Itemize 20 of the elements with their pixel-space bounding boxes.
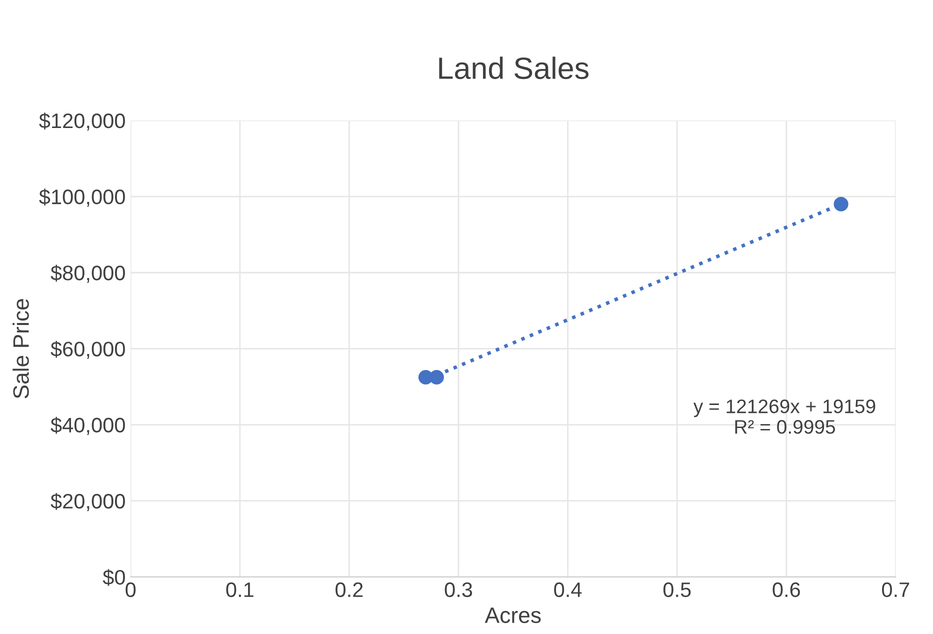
x-tick-label: 0.1 — [226, 582, 254, 598]
y-tick-label: $20,000 — [50, 492, 125, 512]
y-axis-title: Sale Price — [12, 299, 29, 398]
y-tick-label: $0 — [102, 569, 125, 586]
y-tick-label: $60,000 — [50, 340, 125, 359]
x-tick-label: 0.7 — [882, 582, 910, 598]
x-axis-title: Acres — [484, 608, 541, 624]
y-tick-label: $80,000 — [50, 264, 125, 283]
x-tick-label: 0.6 — [772, 582, 800, 598]
annotation: y = 121269x + 19159 — [693, 399, 876, 418]
y-tick-label: $40,000 — [50, 416, 125, 435]
x-tick-label: 0.2 — [336, 582, 363, 598]
annotation: R² = 0.9995 — [735, 420, 836, 434]
y-tick-label: $120,000 — [39, 112, 125, 131]
chart-title: Land Sales — [439, 56, 588, 80]
y-tick-label: $100,000 — [39, 188, 125, 207]
x-tick-label: 0.5 — [663, 582, 691, 598]
x-tick-label: 0.3 — [444, 582, 472, 598]
x-tick-label: 0.4 — [554, 582, 582, 598]
x-tick-label: 0 — [126, 582, 136, 598]
